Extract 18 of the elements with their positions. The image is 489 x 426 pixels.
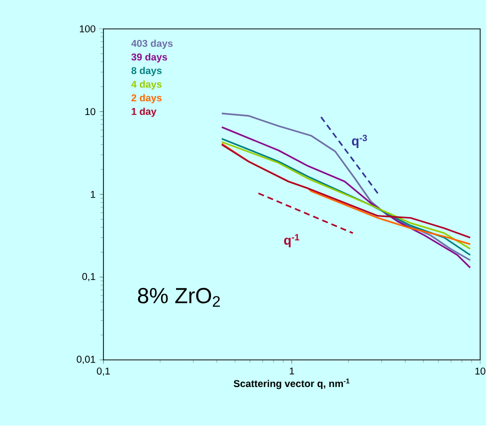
text: 1 day bbox=[132, 108, 156, 118]
x-tick-label: 10 bbox=[475, 368, 486, 375]
y-tick-label: 100 bbox=[80, 26, 96, 33]
y-tick-label: 0,01 bbox=[76, 356, 96, 364]
annotation: 8% ZrO$_{2}$ bbox=[138, 288, 220, 307]
x-tick-label: 0,1 bbox=[96, 368, 110, 376]
text: 403 days bbox=[131, 40, 173, 50]
annotation: q$^{-3}$ bbox=[352, 135, 367, 148]
x-axis-title: Scattering vector q, nm$^{-1}$ bbox=[234, 378, 350, 390]
text: 8 days bbox=[131, 67, 162, 76]
y-tick-label: 10 bbox=[85, 108, 96, 116]
annotation: q$^{-1}$ bbox=[284, 234, 300, 248]
text: 2 days bbox=[131, 94, 162, 104]
y-tick-label: 0,1 bbox=[82, 273, 96, 282]
x-tick-label: 1 bbox=[290, 368, 294, 375]
text: 39 days bbox=[131, 53, 168, 63]
y-tick-label: 1 bbox=[90, 191, 96, 198]
text: 4 days bbox=[131, 80, 162, 90]
